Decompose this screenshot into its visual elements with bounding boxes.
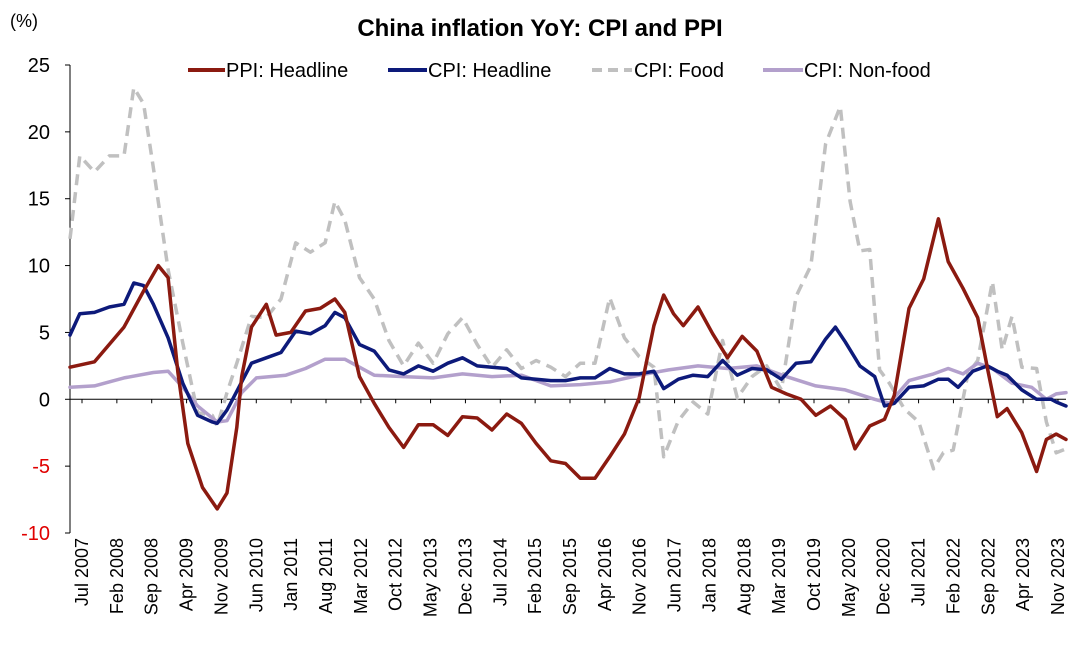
x-tick-label: Dec 2020 bbox=[874, 538, 894, 615]
x-tick-label: Dec 2013 bbox=[455, 538, 475, 615]
x-tick-label: Sep 2008 bbox=[142, 538, 162, 615]
y-tick-label: 15 bbox=[28, 189, 50, 211]
x-tick-label: May 2013 bbox=[421, 538, 441, 617]
chart-title: China inflation YoY: CPI and PPI bbox=[357, 15, 722, 42]
x-tick-label: Sep 2015 bbox=[560, 538, 580, 615]
x-tick-label: Nov 2016 bbox=[630, 538, 650, 615]
x-tick-label: Jul 2007 bbox=[72, 538, 92, 606]
legend: PPI: Headline CPI: Headline CPI: Food CP… bbox=[188, 60, 931, 82]
series-line-ppi-headline bbox=[68, 217, 1068, 511]
series-line-cpi-headline bbox=[68, 281, 1068, 426]
x-tick-label: Nov 2009 bbox=[211, 538, 231, 615]
x-tick-label: Jun 2017 bbox=[665, 538, 685, 612]
legend-item-cpi-food: CPI: Food bbox=[592, 60, 724, 82]
x-tick-label: Apr 2016 bbox=[595, 538, 615, 611]
legend-label-cpi-food: CPI: Food bbox=[634, 60, 724, 82]
x-tick-label: Nov 2023 bbox=[1048, 538, 1068, 615]
x-tick-label: Apr 2023 bbox=[1013, 538, 1033, 611]
x-tick-label: Apr 2009 bbox=[177, 538, 197, 611]
x-tick-label: Jan 2018 bbox=[699, 538, 719, 612]
x-tick-label: Feb 2008 bbox=[107, 538, 127, 614]
x-tick-label: Oct 2019 bbox=[804, 538, 824, 611]
legend-item-cpi-non-food: CPI: Non-food bbox=[763, 60, 931, 82]
series-line-cpi-food bbox=[68, 85, 1067, 471]
y-tick-label: -5 bbox=[32, 456, 50, 478]
y-tick-label: 5 bbox=[39, 322, 50, 344]
x-tick-label: Mar 2012 bbox=[351, 538, 371, 614]
legend-label-cpi-headline: CPI: Headline bbox=[428, 60, 551, 82]
x-tick-label: Feb 2015 bbox=[525, 538, 545, 614]
x-tick-label: Jul 2021 bbox=[909, 538, 929, 606]
legend-item-ppi-headline: PPI: Headline bbox=[188, 60, 348, 82]
x-tick-label: May 2020 bbox=[839, 538, 859, 617]
x-tick-label: Oct 2012 bbox=[386, 538, 406, 611]
legend-item-cpi-headline: CPI: Headline bbox=[388, 60, 551, 82]
y-tick-label: 25 bbox=[28, 55, 50, 77]
x-tick-label: Mar 2019 bbox=[769, 538, 789, 614]
series-layer bbox=[68, 85, 1068, 511]
x-tick-label: Sep 2022 bbox=[978, 538, 998, 615]
axes: 25 20 15 10 5 0 -5 -10 Jul 2007 Feb 2008 Sep 2008 A… bbox=[21, 55, 1068, 617]
y-tick-label: 10 bbox=[28, 256, 50, 278]
legend-label-ppi-headline: PPI: Headline bbox=[226, 60, 348, 82]
x-tick-label: Feb 2022 bbox=[943, 538, 963, 614]
x-tick-label: Aug 2011 bbox=[316, 538, 336, 614]
y-tick-label: 0 bbox=[39, 389, 50, 411]
y-axis-unit-label: (%) bbox=[10, 11, 38, 31]
y-tick-label: -10 bbox=[21, 523, 50, 545]
x-tick-label: Jun 2010 bbox=[246, 538, 266, 612]
x-tick-label: Jul 2014 bbox=[490, 538, 510, 606]
y-tick-label: 20 bbox=[28, 122, 50, 144]
legend-label-cpi-non-food: CPI: Non-food bbox=[804, 60, 931, 82]
x-tick-label: Jan 2011 bbox=[281, 538, 301, 611]
x-tick-label: Aug 2018 bbox=[734, 538, 754, 615]
